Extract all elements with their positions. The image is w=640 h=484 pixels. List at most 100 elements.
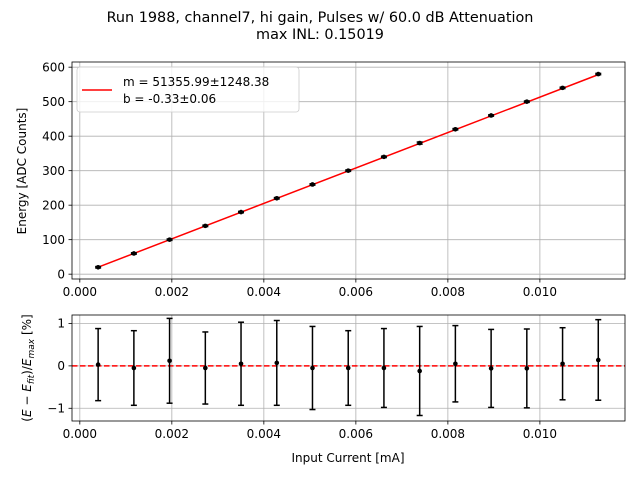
x-tick-label: 0.004: [247, 427, 281, 441]
data-marker: [310, 365, 315, 371]
data-point: [130, 329, 137, 407]
data-marker: [203, 365, 208, 371]
data-point: [166, 237, 173, 242]
chart-subtitle: max INL: 0.15019: [256, 27, 384, 43]
energy-plot: 0.000 0.002 0.004 0.006 0.008 0.010 0 100 200 30…: [15, 60, 626, 299]
y-tick-label: 300: [42, 164, 65, 178]
data-point: [416, 140, 423, 146]
legend: m = 51355.99±1248.38 b = -0.33±0.06: [76, 66, 300, 113]
data-marker: [488, 113, 494, 118]
data-marker: [167, 358, 172, 364]
data-marker: [560, 85, 565, 91]
data-marker: [453, 361, 458, 367]
data-marker: [560, 361, 565, 367]
data-point: [95, 264, 102, 270]
x-tick-label: 0.008: [431, 285, 465, 299]
data-point: [488, 113, 495, 118]
x-tick-label: 0.010: [523, 427, 557, 441]
data-point: [166, 317, 173, 404]
data-marker: [595, 71, 601, 77]
data-point: [130, 251, 137, 256]
x-tick-label: 0.010: [523, 285, 557, 299]
energy-data-points: [95, 71, 602, 270]
data-point: [238, 209, 245, 215]
energy-y-axis-label: Energy [ADC Counts]: [15, 108, 29, 235]
chart-title: Run 1988, channel7, hi gain, Pulses w/ 6…: [107, 10, 534, 26]
data-point: [238, 321, 245, 407]
energy-y-ticks: 0 100 200 300 400 500 600: [42, 60, 72, 281]
x-tick-label: 0.002: [155, 427, 189, 441]
data-point: [452, 126, 459, 132]
x-tick-label: 0.006: [339, 285, 373, 299]
data-point: [273, 195, 280, 201]
data-point: [309, 182, 316, 187]
legend-label-intercept: b = -0.33±0.06: [123, 92, 216, 106]
data-marker: [238, 361, 244, 367]
residual-x-ticks: 0.000 0.002 0.004 0.006 0.008 0.010: [63, 421, 557, 441]
legend-box: [76, 66, 300, 113]
y-tick-label: 400: [42, 129, 65, 143]
x-tick-label: 0.002: [155, 285, 189, 299]
data-point: [202, 223, 209, 229]
data-marker: [417, 368, 422, 374]
x-tick-label: 0.004: [247, 285, 281, 299]
y-tick-label: 100: [42, 233, 65, 247]
residual-y-ticks: −1 0 1: [47, 317, 72, 415]
x-tick-label: 0.000: [63, 427, 97, 441]
data-marker: [95, 264, 101, 270]
y-tick-label: −1: [47, 401, 65, 415]
data-point: [488, 328, 495, 409]
data-marker: [381, 154, 387, 160]
x-tick-label: 0.000: [63, 285, 97, 299]
data-marker: [203, 223, 208, 229]
data-marker: [95, 362, 101, 367]
data-marker: [167, 237, 172, 242]
data-marker: [310, 182, 315, 187]
data-marker: [131, 365, 137, 371]
data-point: [595, 71, 602, 77]
data-point: [380, 154, 387, 160]
data-marker: [524, 366, 530, 371]
data-point: [202, 331, 209, 405]
y-tick-label: 200: [42, 198, 65, 212]
x-axis-label: Input Current [mA]: [291, 451, 404, 465]
y-tick-label: 600: [42, 60, 65, 74]
y-tick-label: 500: [42, 95, 65, 109]
x-tick-label: 0.006: [339, 427, 373, 441]
legend-label-slope: m = 51355.99±1248.38: [123, 75, 269, 89]
data-point: [452, 324, 459, 403]
data-point: [273, 319, 280, 407]
data-point: [309, 325, 316, 411]
data-marker: [595, 357, 601, 363]
data-marker: [238, 209, 244, 215]
y-tick-label: 0: [57, 359, 65, 373]
data-point: [523, 99, 530, 104]
data-marker: [274, 360, 280, 366]
data-point: [345, 168, 352, 173]
data-point: [416, 325, 423, 417]
y-tick-label: 0: [57, 267, 65, 281]
data-marker: [131, 251, 137, 256]
residual-plot-frame: [71, 314, 626, 422]
data-marker: [417, 140, 422, 146]
data-point: [559, 326, 566, 401]
data-point: [523, 328, 530, 409]
data-marker: [274, 195, 280, 201]
data-marker: [488, 366, 494, 371]
residual-plot: 0.000 0.002 0.004 0.006 0.008 0.010 −1 0 1 Inpu…: [20, 314, 626, 465]
residual-y-axis-label: (E − Efit)/Emax [%]: [20, 314, 37, 421]
data-point: [380, 327, 387, 409]
y-tick-label: 1: [57, 317, 65, 331]
data-point: [559, 85, 566, 91]
data-marker: [345, 365, 351, 371]
data-point: [595, 318, 602, 401]
residual-data-points: [95, 317, 602, 417]
x-tick-label: 0.008: [431, 427, 465, 441]
data-marker: [345, 168, 351, 173]
data-marker: [381, 365, 387, 371]
data-point: [95, 327, 102, 402]
data-marker: [453, 126, 458, 132]
energy-x-ticks: 0.000 0.002 0.004 0.006 0.008 0.010: [63, 279, 557, 299]
data-marker: [524, 99, 530, 104]
